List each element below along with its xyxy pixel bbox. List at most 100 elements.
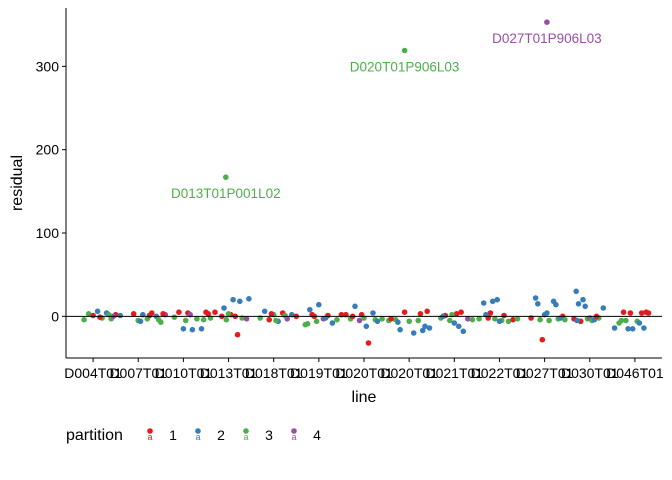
- legend: partition a 1 a 2 a 3 a 4: [66, 427, 321, 444]
- data-point: [171, 314, 178, 321]
- x-tick-label: D022T01: [471, 365, 529, 381]
- legend-entry-label: 4: [313, 427, 321, 443]
- data-point: [266, 316, 273, 323]
- data-point: [539, 336, 546, 343]
- data-point: [189, 326, 196, 333]
- x-tick-label: D013T01: [200, 365, 258, 381]
- data-point: [460, 328, 467, 335]
- data-point: [580, 296, 586, 303]
- legend-key-glyph: a: [195, 432, 200, 442]
- legend-key-glyph: a: [243, 432, 248, 442]
- data-point: [574, 317, 580, 324]
- data-point: [620, 309, 627, 316]
- x-tick-label: D046T01: [606, 365, 664, 381]
- data-point: [627, 310, 634, 316]
- data-point: [406, 318, 413, 325]
- data-point: [636, 320, 643, 326]
- data-point: [492, 316, 498, 322]
- data-point: [458, 309, 464, 316]
- data-point: [304, 321, 311, 327]
- data-point: [223, 316, 230, 323]
- data-point: [401, 309, 408, 316]
- data-point: [562, 316, 568, 323]
- data-point: [415, 317, 422, 324]
- data-point: [514, 316, 521, 322]
- data-point: [137, 318, 144, 325]
- data-point: [410, 330, 417, 336]
- data-point: [447, 317, 453, 324]
- data-point: [316, 301, 322, 308]
- data-point: [146, 312, 153, 319]
- x-tick-label: D020T01: [335, 365, 393, 381]
- data-point: [623, 317, 629, 324]
- data-point: [313, 318, 320, 325]
- data-point: [94, 308, 101, 315]
- data-point: [424, 308, 431, 315]
- data-point: [480, 300, 487, 306]
- data-point: [638, 310, 645, 316]
- y-axis-ticks: 0 100 200 300: [36, 58, 66, 324]
- data-point: [582, 303, 588, 310]
- data-point: [417, 311, 424, 317]
- data-point: [487, 310, 494, 316]
- data-point: [641, 325, 647, 331]
- data-point: [97, 314, 103, 321]
- data-point: [155, 316, 162, 323]
- data-point: [419, 327, 426, 334]
- data-point: [180, 326, 187, 332]
- data-point: [456, 323, 462, 330]
- data-point: [363, 323, 370, 330]
- data-point: [81, 316, 87, 323]
- data-point: [573, 288, 579, 295]
- legend-entry-label: 2: [217, 427, 225, 443]
- scatter-marks: [81, 19, 652, 346]
- data-point: [422, 323, 428, 330]
- data-point: [395, 319, 401, 326]
- data-point: [234, 331, 241, 338]
- data-point: [261, 308, 268, 315]
- y-tick-label: 0: [51, 308, 59, 324]
- data-point: [160, 311, 166, 317]
- data-point: [494, 296, 501, 303]
- data-point: [645, 310, 652, 316]
- data-point: [544, 310, 550, 316]
- data-point: [553, 301, 559, 308]
- y-tick-label: 300: [36, 58, 60, 74]
- data-point: [469, 316, 476, 323]
- data-point: [388, 316, 394, 322]
- data-point: [465, 316, 471, 322]
- x-tick-label: D010T01: [155, 365, 213, 381]
- legend-key-dot: [291, 428, 297, 434]
- data-point: [625, 326, 631, 332]
- data-point: [182, 317, 189, 324]
- data-point: [476, 316, 482, 322]
- data-point: [198, 326, 205, 332]
- legend-key-dot: [147, 428, 153, 434]
- data-point: [352, 303, 358, 310]
- data-point: [453, 311, 460, 317]
- x-tick-label: D030T01: [561, 365, 619, 381]
- legend-key-glyph: a: [291, 432, 296, 442]
- data-point: [307, 306, 313, 313]
- data-point: [200, 316, 207, 323]
- outlier-point: [223, 174, 229, 180]
- data-point: [600, 305, 607, 311]
- data-point: [268, 311, 275, 317]
- data-point: [90, 312, 96, 319]
- data-point: [629, 326, 636, 332]
- data-point: [194, 316, 200, 322]
- y-tick-label: 200: [36, 142, 60, 158]
- x-tick-label: D021T01: [426, 365, 484, 381]
- data-point: [496, 318, 503, 325]
- data-point: [532, 295, 539, 301]
- data-point: [282, 312, 288, 319]
- data-point: [370, 310, 376, 316]
- data-point: [225, 311, 232, 317]
- legend-key-glyph: a: [147, 432, 152, 442]
- outlier-label: D013T01P001L02: [171, 186, 281, 201]
- data-point: [334, 316, 340, 323]
- data-point: [397, 326, 403, 333]
- data-point: [535, 301, 541, 307]
- data-point: [130, 311, 137, 317]
- x-tick-label: D004T01: [64, 365, 122, 381]
